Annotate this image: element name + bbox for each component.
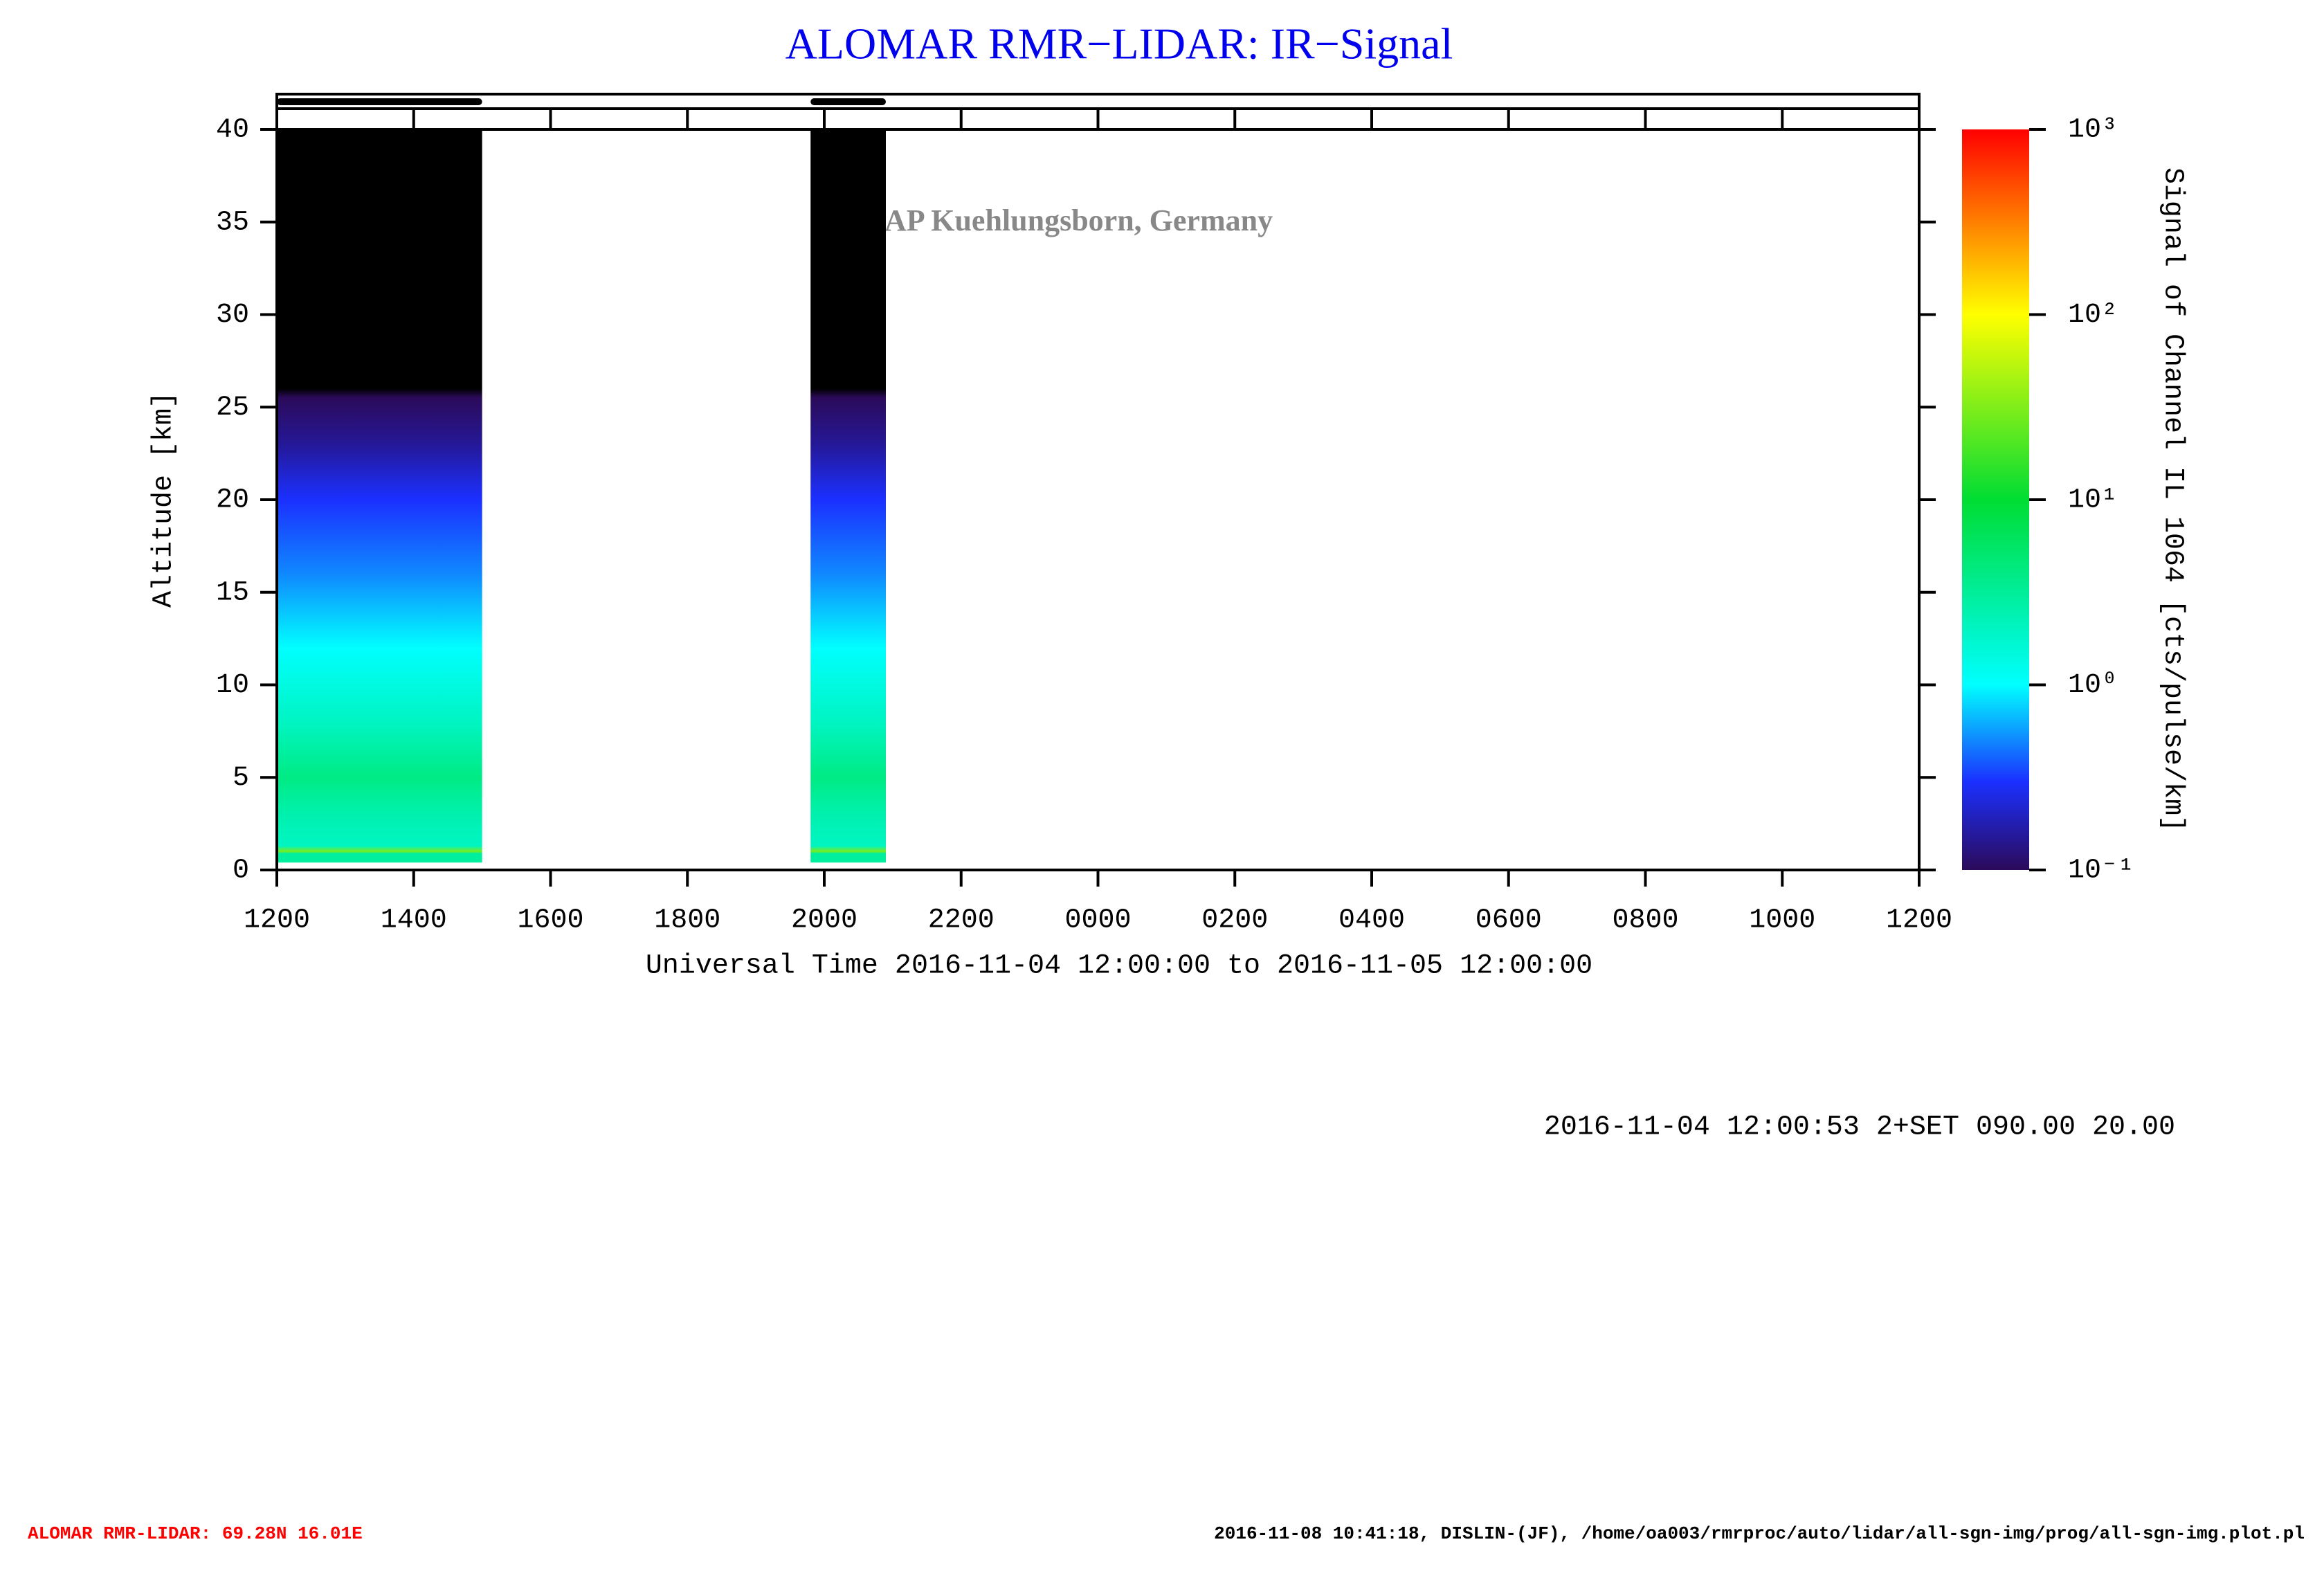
x-tick-label: 0200 xyxy=(1201,905,1268,936)
y-tick-label: 5 xyxy=(233,763,249,794)
x-tick-label: 1600 xyxy=(517,905,583,936)
x-axis-label: Universal Time 2016-11-04 12:00:00 to 20… xyxy=(646,951,1592,982)
x-tick-label: 1800 xyxy=(654,905,720,936)
signal-block xyxy=(277,129,482,863)
y-tick-label: 35 xyxy=(216,207,249,238)
x-tick-label: 0400 xyxy=(1338,905,1405,936)
signal-block xyxy=(810,129,886,863)
x-tick-label: 1400 xyxy=(381,905,447,936)
x-tick-label: 0800 xyxy=(1612,905,1678,936)
x-tick-label: 1200 xyxy=(1886,905,1952,936)
y-tick-label: 30 xyxy=(216,300,249,331)
x-tick-label: 1000 xyxy=(1749,905,1815,936)
chart-title: ALOMAR RMR−LIDAR: IR−Signal xyxy=(786,19,1453,69)
y-tick-label: 10 xyxy=(216,670,249,701)
watermark: ©IAP Kuehlungsborn, Germany xyxy=(850,203,1273,237)
colorbar-tick-label: 10⁻¹ xyxy=(2068,855,2134,887)
measurement-bar xyxy=(810,98,886,105)
y-tick-label: 25 xyxy=(216,392,249,424)
x-tick-label: 0000 xyxy=(1064,905,1131,936)
y-tick-label: 0 xyxy=(233,855,249,887)
annotation: 2016-11-04 12:00:53 2+SET 090.00 20.00 xyxy=(1544,1112,2175,1143)
plot-frame xyxy=(275,128,1921,871)
x-tick-label: 2000 xyxy=(791,905,857,936)
y-tick-label: 40 xyxy=(216,115,249,146)
y-axis-label: Altitude [km] xyxy=(149,392,180,608)
colorbar-tick-label: 10⁰ xyxy=(2068,670,2118,701)
y-tick-label: 20 xyxy=(216,485,249,516)
x-tick-label: 1200 xyxy=(244,905,310,936)
footer-right: 2016-11-08 10:41:18, DISLIN-(JF), /home/… xyxy=(1214,1523,2305,1544)
y-tick-label: 15 xyxy=(216,577,249,608)
colorbar xyxy=(1962,129,2029,870)
footer-left: ALOMAR RMR-LIDAR: 69.28N 16.01E xyxy=(28,1523,363,1544)
measurement-bar xyxy=(277,98,482,105)
x-tick-label: 2200 xyxy=(928,905,995,936)
colorbar-tick-label: 10¹ xyxy=(2068,485,2118,516)
colorbar-label: Signal of Channel IL 1064 [cts/pulse/km] xyxy=(2157,167,2188,832)
colorbar-tick-label: 10³ xyxy=(2068,115,2118,146)
x-tick-label: 0600 xyxy=(1476,905,1542,936)
colorbar-tick-label: 10² xyxy=(2068,300,2118,331)
